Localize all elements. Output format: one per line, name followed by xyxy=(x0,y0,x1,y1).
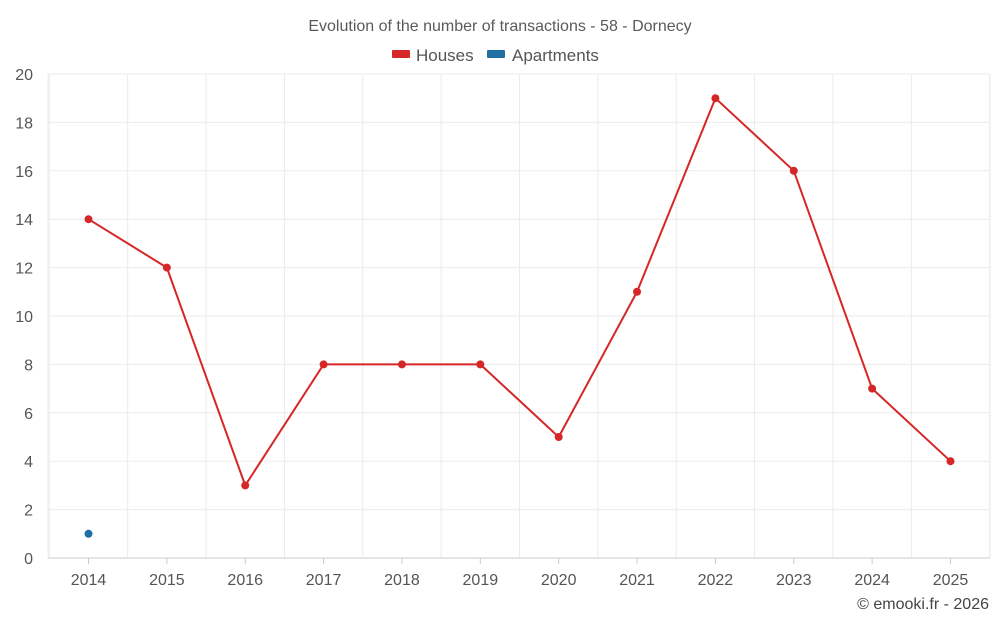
x-tick-label: 2023 xyxy=(776,572,812,589)
y-tick-label: 20 xyxy=(15,67,33,84)
legend: Houses Apartments xyxy=(392,46,599,65)
data-point-houses[interactable] xyxy=(476,360,485,369)
data-point-houses[interactable] xyxy=(868,384,877,393)
grid xyxy=(47,73,991,558)
data-point-houses[interactable] xyxy=(397,360,406,369)
x-tick-label: 2014 xyxy=(71,572,107,589)
data-point-houses[interactable] xyxy=(319,360,328,369)
credit-text: © emooki.fr - 2026 xyxy=(857,596,989,613)
axes: 0 2 4 6 8 10 12 14 16 18 20 2014 2015 2016 2017 2018 201… xyxy=(15,67,990,589)
legend-swatch-apartments xyxy=(487,50,505,58)
data-point-houses[interactable] xyxy=(554,433,563,441)
y-tick-label: 16 xyxy=(15,164,33,181)
y-tick-label: 14 xyxy=(15,212,33,229)
series-line-houses xyxy=(87,97,952,487)
x-tick-label: 2020 xyxy=(541,572,577,589)
y-tick-label: 18 xyxy=(15,115,33,132)
data-point-houses[interactable] xyxy=(84,215,93,224)
y-tick-label: 0 xyxy=(24,551,33,568)
y-tick-label: 12 xyxy=(15,261,33,278)
data-point-houses[interactable] xyxy=(789,166,798,175)
x-tick-label: 2018 xyxy=(384,572,420,589)
data-point-houses[interactable] xyxy=(162,263,171,272)
x-tick-label: 2016 xyxy=(227,572,263,589)
y-tick-label: 2 xyxy=(24,503,33,520)
y-tick-label: 8 xyxy=(24,357,33,374)
x-tick-label: 2019 xyxy=(463,572,499,589)
legend-label-houses: Houses xyxy=(416,46,474,65)
y-tick-label: 6 xyxy=(24,406,33,423)
y-tick-label: 10 xyxy=(15,309,33,326)
legend-item-houses[interactable]: Houses xyxy=(392,46,474,65)
legend-item-apartments[interactable]: Apartments xyxy=(487,46,599,65)
x-tick-label: 2015 xyxy=(149,572,185,589)
data-point-houses[interactable] xyxy=(946,457,955,466)
x-tick-label: 2024 xyxy=(854,572,890,589)
legend-swatch-houses xyxy=(392,50,410,58)
x-tick-label: 2021 xyxy=(619,572,655,589)
x-tick-label: 2022 xyxy=(698,572,734,589)
y-tick-label: 4 xyxy=(24,454,33,471)
chart-title: Evolution of the number of transactions … xyxy=(308,18,691,35)
data-point-houses[interactable] xyxy=(711,94,720,103)
x-tick-label: 2017 xyxy=(306,572,342,589)
legend-label-apartments: Apartments xyxy=(512,46,599,65)
data-point-houses[interactable] xyxy=(633,287,642,296)
x-tick-label: 2025 xyxy=(933,572,969,589)
series xyxy=(84,94,955,538)
data-point-houses[interactable] xyxy=(241,481,250,490)
data-point-apartments[interactable] xyxy=(84,529,93,538)
